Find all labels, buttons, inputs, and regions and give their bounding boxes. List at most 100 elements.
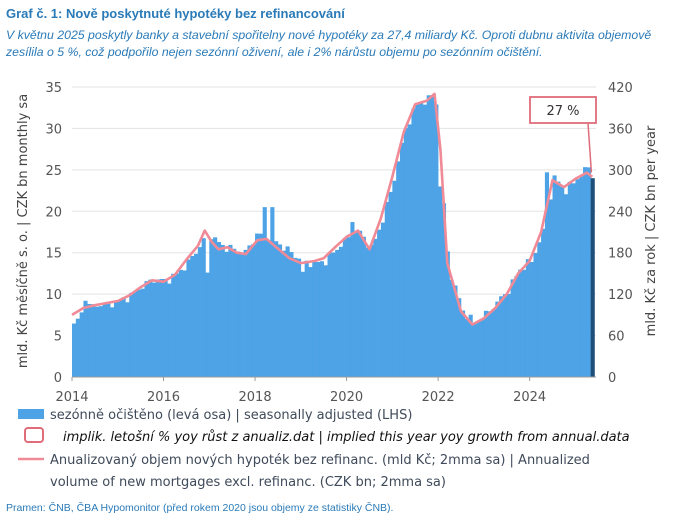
bar: [407, 124, 412, 378]
left-tick-label: 0: [54, 371, 62, 386]
bar: [75, 318, 80, 377]
bar: [537, 242, 542, 377]
bar: [399, 142, 405, 377]
bar: [415, 104, 420, 378]
bar: [319, 261, 325, 377]
bar: [197, 247, 202, 377]
bar: [190, 255, 195, 377]
bar: [495, 301, 500, 377]
bar: [285, 246, 290, 377]
bar: [133, 291, 138, 377]
bar: [117, 299, 122, 377]
yoy-annotation: 27 %: [529, 96, 597, 173]
bar: [106, 301, 111, 377]
bar: [83, 300, 88, 377]
bar: [502, 294, 508, 377]
bar: [434, 104, 439, 377]
bar: [159, 279, 164, 377]
bar: [346, 237, 351, 377]
bar: [194, 253, 199, 377]
bar: [411, 108, 416, 377]
bar: [560, 186, 565, 377]
bar: [186, 259, 191, 377]
legend-box-swatch: [24, 427, 44, 443]
annotation-label: 27 %: [546, 104, 579, 119]
bar: [514, 276, 519, 377]
bar: [438, 186, 443, 377]
bar: [571, 183, 576, 377]
bar: [266, 240, 271, 377]
bar: [255, 233, 260, 377]
bar: [522, 269, 527, 377]
bar: [380, 222, 386, 377]
bar: [205, 272, 210, 377]
annotation-leader: [587, 122, 593, 173]
left-tick-label: 20: [45, 205, 62, 220]
right-tick-label: 420: [608, 81, 633, 96]
bar: [323, 265, 328, 377]
bar: [239, 253, 244, 377]
left-tick-label: 25: [45, 164, 62, 179]
bar: [365, 247, 370, 377]
bar: [327, 252, 332, 377]
bar: [586, 167, 591, 377]
bar: [403, 127, 408, 377]
bar: [258, 233, 263, 377]
x-tick-label: 2024: [513, 390, 546, 405]
bar: [243, 249, 248, 377]
bar: [453, 285, 458, 377]
left-tick-label: 30: [45, 122, 62, 137]
bar: [270, 207, 275, 377]
bar: [110, 307, 115, 377]
bar: [552, 175, 557, 377]
bar: [361, 236, 366, 377]
bar: [579, 176, 584, 377]
bar: [457, 298, 462, 377]
bar: [556, 181, 561, 377]
left-tick-labels: 0 5 10 15 20 25 30 35: [45, 81, 62, 386]
bar: [575, 179, 580, 377]
bar: [388, 191, 393, 377]
bar: [422, 104, 427, 377]
bar: [590, 178, 595, 377]
bar: [235, 251, 241, 377]
left-tick-label: 10: [45, 288, 62, 303]
bar: [533, 253, 538, 377]
bar: [483, 310, 488, 377]
bar: [392, 180, 397, 377]
bar: [338, 246, 344, 377]
x-tick-label: 2020: [330, 390, 363, 405]
bar: [583, 167, 588, 377]
legend-bar-swatch: [18, 409, 44, 419]
bar: [216, 242, 222, 377]
bar: [113, 300, 119, 377]
right-tick-label: 300: [608, 164, 633, 179]
left-tick-label: 15: [45, 247, 62, 262]
bar: [472, 323, 477, 377]
bar: [277, 244, 283, 377]
bar: [567, 181, 572, 377]
bar: [167, 283, 172, 377]
bar: [304, 260, 309, 377]
left-axis-label: mld. Kč měsíčně s. o. | CZK bn monthly s…: [16, 94, 31, 368]
bar: [201, 238, 206, 377]
bar: [79, 312, 84, 377]
chart-title: Graf č. 1: Nově poskytnuté hypotéky bez …: [6, 6, 345, 21]
bar: [419, 102, 424, 377]
legend-box-label: implik. letošní % yoy růst z anualiz.dat…: [63, 430, 630, 445]
annualized-line: [71, 92, 594, 326]
bar: [377, 229, 382, 377]
bar: [251, 244, 256, 377]
bar: [563, 194, 569, 377]
bar: [274, 241, 279, 377]
bar: [426, 95, 431, 378]
bar: [182, 270, 187, 377]
x-tick-label: 2014: [55, 390, 88, 405]
bar: [125, 302, 130, 377]
chart-subtitle: V květnu 2025 poskytly banky a stavební …: [6, 28, 652, 59]
x-tick-label: 2016: [147, 390, 180, 405]
bar: [510, 279, 515, 377]
bar: [464, 319, 469, 377]
x-tick-label: 2022: [422, 390, 455, 405]
bar: [476, 321, 481, 377]
